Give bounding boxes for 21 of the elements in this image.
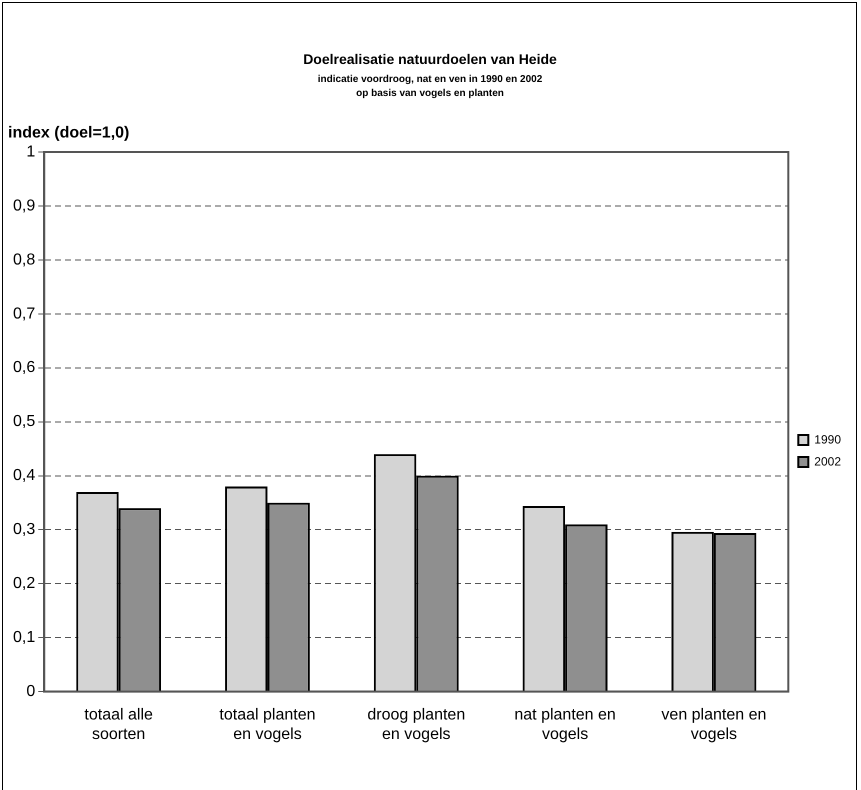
y-tick-label: 1 [26,143,36,160]
legend-label: 2002 [814,454,842,468]
y-tick-label: 0,5 [12,413,36,430]
chart-subtitle: indicatie voordroog, nat en ven in 1990 en 2002 op basis van vogels en planten [318,74,543,99]
x-tick-label: droog planten en vogels [367,706,466,743]
y-tick-label: 0,3 [12,521,36,538]
y-axis-title: index (doel=1,0) [8,124,130,142]
y-tick-label: 0 [26,683,36,700]
x-tick-label: nat planten en vogels [514,706,616,743]
x-tick-label: totaal planten en vogels [219,706,316,743]
y-tick-label: 0,7 [12,305,36,322]
x-tick-label: ven planten en vogels [661,706,766,743]
y-tick-label: 0,9 [12,197,36,214]
y-tick-label: 0,6 [12,359,36,376]
y-tick-label: 0,8 [12,251,36,268]
y-tick-label: 0,1 [12,629,36,646]
y-tick-label: 0,4 [12,467,36,484]
x-tick-label: totaal alle soorten [84,706,153,743]
chart-title: Doelrealisatie natuurdoelen van Heide [303,50,558,67]
y-tick-label: 0,2 [12,575,36,592]
legend-label: 1990 [814,432,842,446]
